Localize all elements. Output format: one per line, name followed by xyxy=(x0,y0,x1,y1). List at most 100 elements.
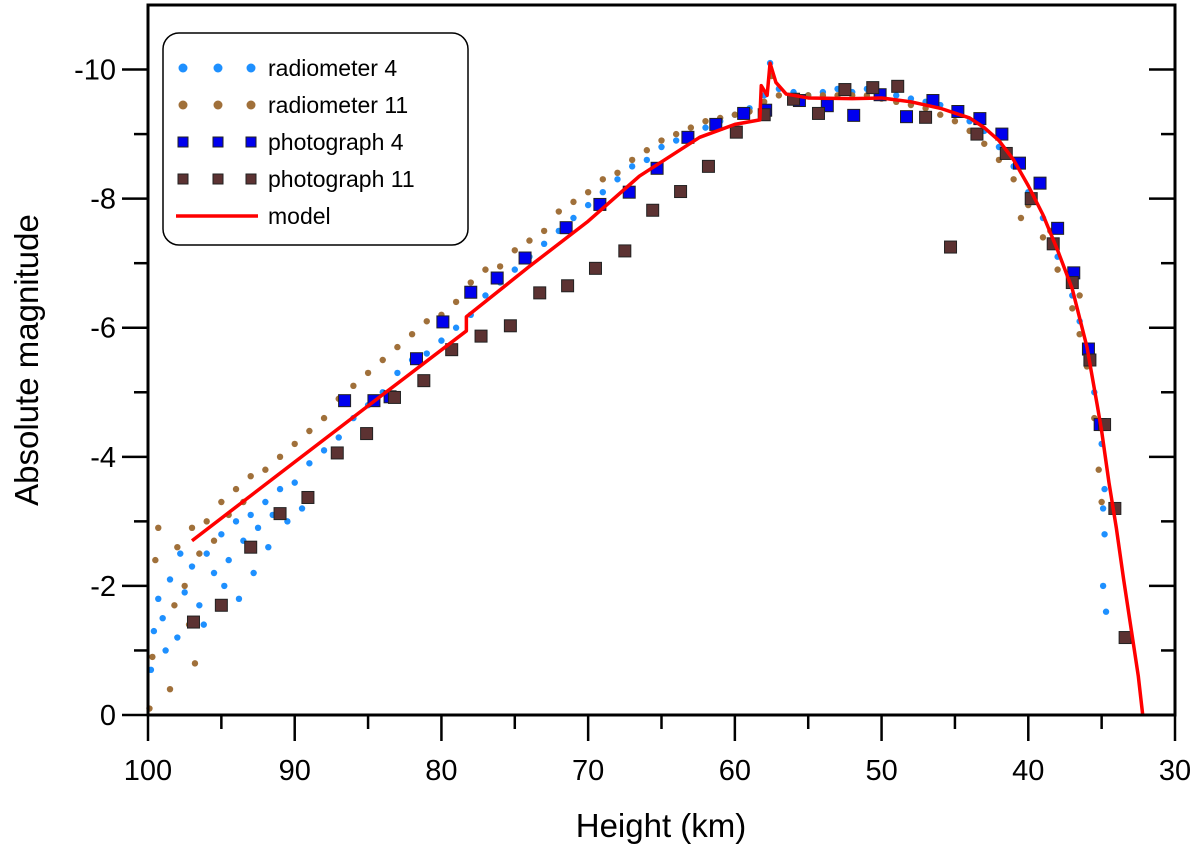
point-radiometer-4 xyxy=(166,576,174,583)
point-photograph-4 xyxy=(338,394,352,408)
point-radiometer-4 xyxy=(196,602,203,609)
point-radiometer-11 xyxy=(174,543,181,551)
point-radiometer-11 xyxy=(672,130,680,138)
point-radiometer-4 xyxy=(628,163,636,170)
x-axis-title: Height (km) xyxy=(576,807,747,844)
point-photograph-11 xyxy=(970,127,984,141)
legend-marker-square-icon xyxy=(212,136,224,148)
point-photograph-11 xyxy=(330,446,344,460)
point-radiometer-11 xyxy=(761,98,768,106)
point-radiometer-11 xyxy=(155,524,162,532)
point-radiometer-4 xyxy=(250,569,257,577)
legend-item-radiometer-4: radiometer 4 xyxy=(178,55,397,81)
point-radiometer-11 xyxy=(218,498,225,506)
point-radiometer-11 xyxy=(937,111,944,118)
point-photograph-11 xyxy=(273,507,287,521)
point-radiometer-11 xyxy=(1095,466,1102,473)
point-radiometer-11 xyxy=(1010,176,1017,183)
point-photograph-11 xyxy=(944,240,958,254)
x-tick-label: 60 xyxy=(719,755,751,787)
legend-marker-dot-icon xyxy=(178,63,188,73)
point-photograph-11 xyxy=(360,427,374,441)
legend-box xyxy=(162,32,469,246)
x-tick-label: 90 xyxy=(279,755,311,787)
point-radiometer-11 xyxy=(1076,330,1083,338)
point-radiometer-4 xyxy=(298,505,306,512)
point-radiometer-11 xyxy=(482,266,489,273)
point-radiometer-4 xyxy=(584,201,592,209)
point-photograph-11 xyxy=(919,110,933,124)
point-radiometer-11 xyxy=(1076,292,1083,299)
x-tick-label: 30 xyxy=(1159,755,1191,787)
legend-marker-dot-icon xyxy=(213,100,223,110)
point-radiometer-4 xyxy=(438,337,445,344)
point-radiometer-11 xyxy=(276,453,284,461)
point-radiometer-11 xyxy=(643,147,651,154)
point-photograph-11 xyxy=(866,81,880,95)
x-tick-label: 40 xyxy=(1012,755,1044,787)
point-radiometer-11 xyxy=(467,279,474,286)
point-radiometer-11 xyxy=(511,247,518,254)
point-photograph-4 xyxy=(518,251,532,265)
point-radiometer-4 xyxy=(174,634,181,641)
legend-marker-square-icon xyxy=(177,136,189,148)
series-photograph-11 xyxy=(186,79,1132,645)
point-radiometer-4 xyxy=(452,324,460,331)
point-radiometer-4 xyxy=(658,143,665,151)
legend: radiometer 4 radiometer 11 photograph 4 pho… xyxy=(162,32,469,246)
point-photograph-11 xyxy=(618,244,632,258)
legend-marker-square-icon xyxy=(245,173,257,185)
y-tick-label: -2 xyxy=(90,571,116,603)
point-radiometer-4 xyxy=(235,595,243,603)
point-photograph-4 xyxy=(436,315,450,329)
point-radiometer-4 xyxy=(232,518,240,525)
line-model xyxy=(190,61,1145,716)
point-radiometer-11 xyxy=(379,356,386,364)
point-radiometer-11 xyxy=(1017,214,1025,222)
point-radiometer-4 xyxy=(221,582,228,590)
point-photograph-4 xyxy=(1051,221,1065,235)
point-photograph-11 xyxy=(387,390,401,404)
point-photograph-4 xyxy=(409,352,423,366)
point-radiometer-11 xyxy=(203,518,210,525)
point-radiometer-11 xyxy=(981,140,988,147)
point-photograph-4 xyxy=(490,271,504,285)
point-radiometer-11 xyxy=(320,414,328,422)
x-tick-label: 50 xyxy=(865,755,897,787)
point-radiometer-11 xyxy=(951,117,959,125)
point-radiometer-4 xyxy=(1101,485,1108,493)
point-radiometer-11 xyxy=(306,427,313,435)
plot-marks xyxy=(146,59,1145,716)
x-tick-label: 80 xyxy=(425,755,457,787)
point-radiometer-11 xyxy=(496,263,504,270)
point-radiometer-11 xyxy=(731,111,739,118)
point-radiometer-4 xyxy=(218,531,225,538)
point-radiometer-4 xyxy=(200,621,207,628)
point-radiometer-11 xyxy=(775,92,783,99)
point-radiometer-4 xyxy=(276,485,284,493)
point-radiometer-11 xyxy=(166,685,174,693)
point-radiometer-11 xyxy=(262,466,269,473)
point-radiometer-4 xyxy=(210,569,218,577)
point-radiometer-11 xyxy=(181,582,188,590)
point-photograph-4 xyxy=(464,285,478,299)
point-radiometer-11 xyxy=(232,485,240,493)
point-radiometer-4 xyxy=(482,292,489,299)
legend-marker-dot-icon xyxy=(213,63,223,73)
point-radiometer-11 xyxy=(291,440,298,448)
point-radiometer-11 xyxy=(1098,498,1105,506)
point-radiometer-4 xyxy=(254,524,262,532)
point-radiometer-11 xyxy=(408,330,416,338)
point-radiometer-4 xyxy=(702,124,709,131)
point-radiometer-11 xyxy=(555,208,562,215)
point-radiometer-4 xyxy=(262,498,269,506)
legend-item-model: model xyxy=(176,203,331,229)
point-radiometer-4 xyxy=(540,240,548,248)
point-radiometer-11 xyxy=(599,176,607,183)
point-radiometer-11 xyxy=(702,117,709,125)
point-photograph-11 xyxy=(588,261,602,275)
point-radiometer-11 xyxy=(350,382,357,390)
point-radiometer-4 xyxy=(1101,531,1108,538)
point-radiometer-11 xyxy=(210,537,218,544)
